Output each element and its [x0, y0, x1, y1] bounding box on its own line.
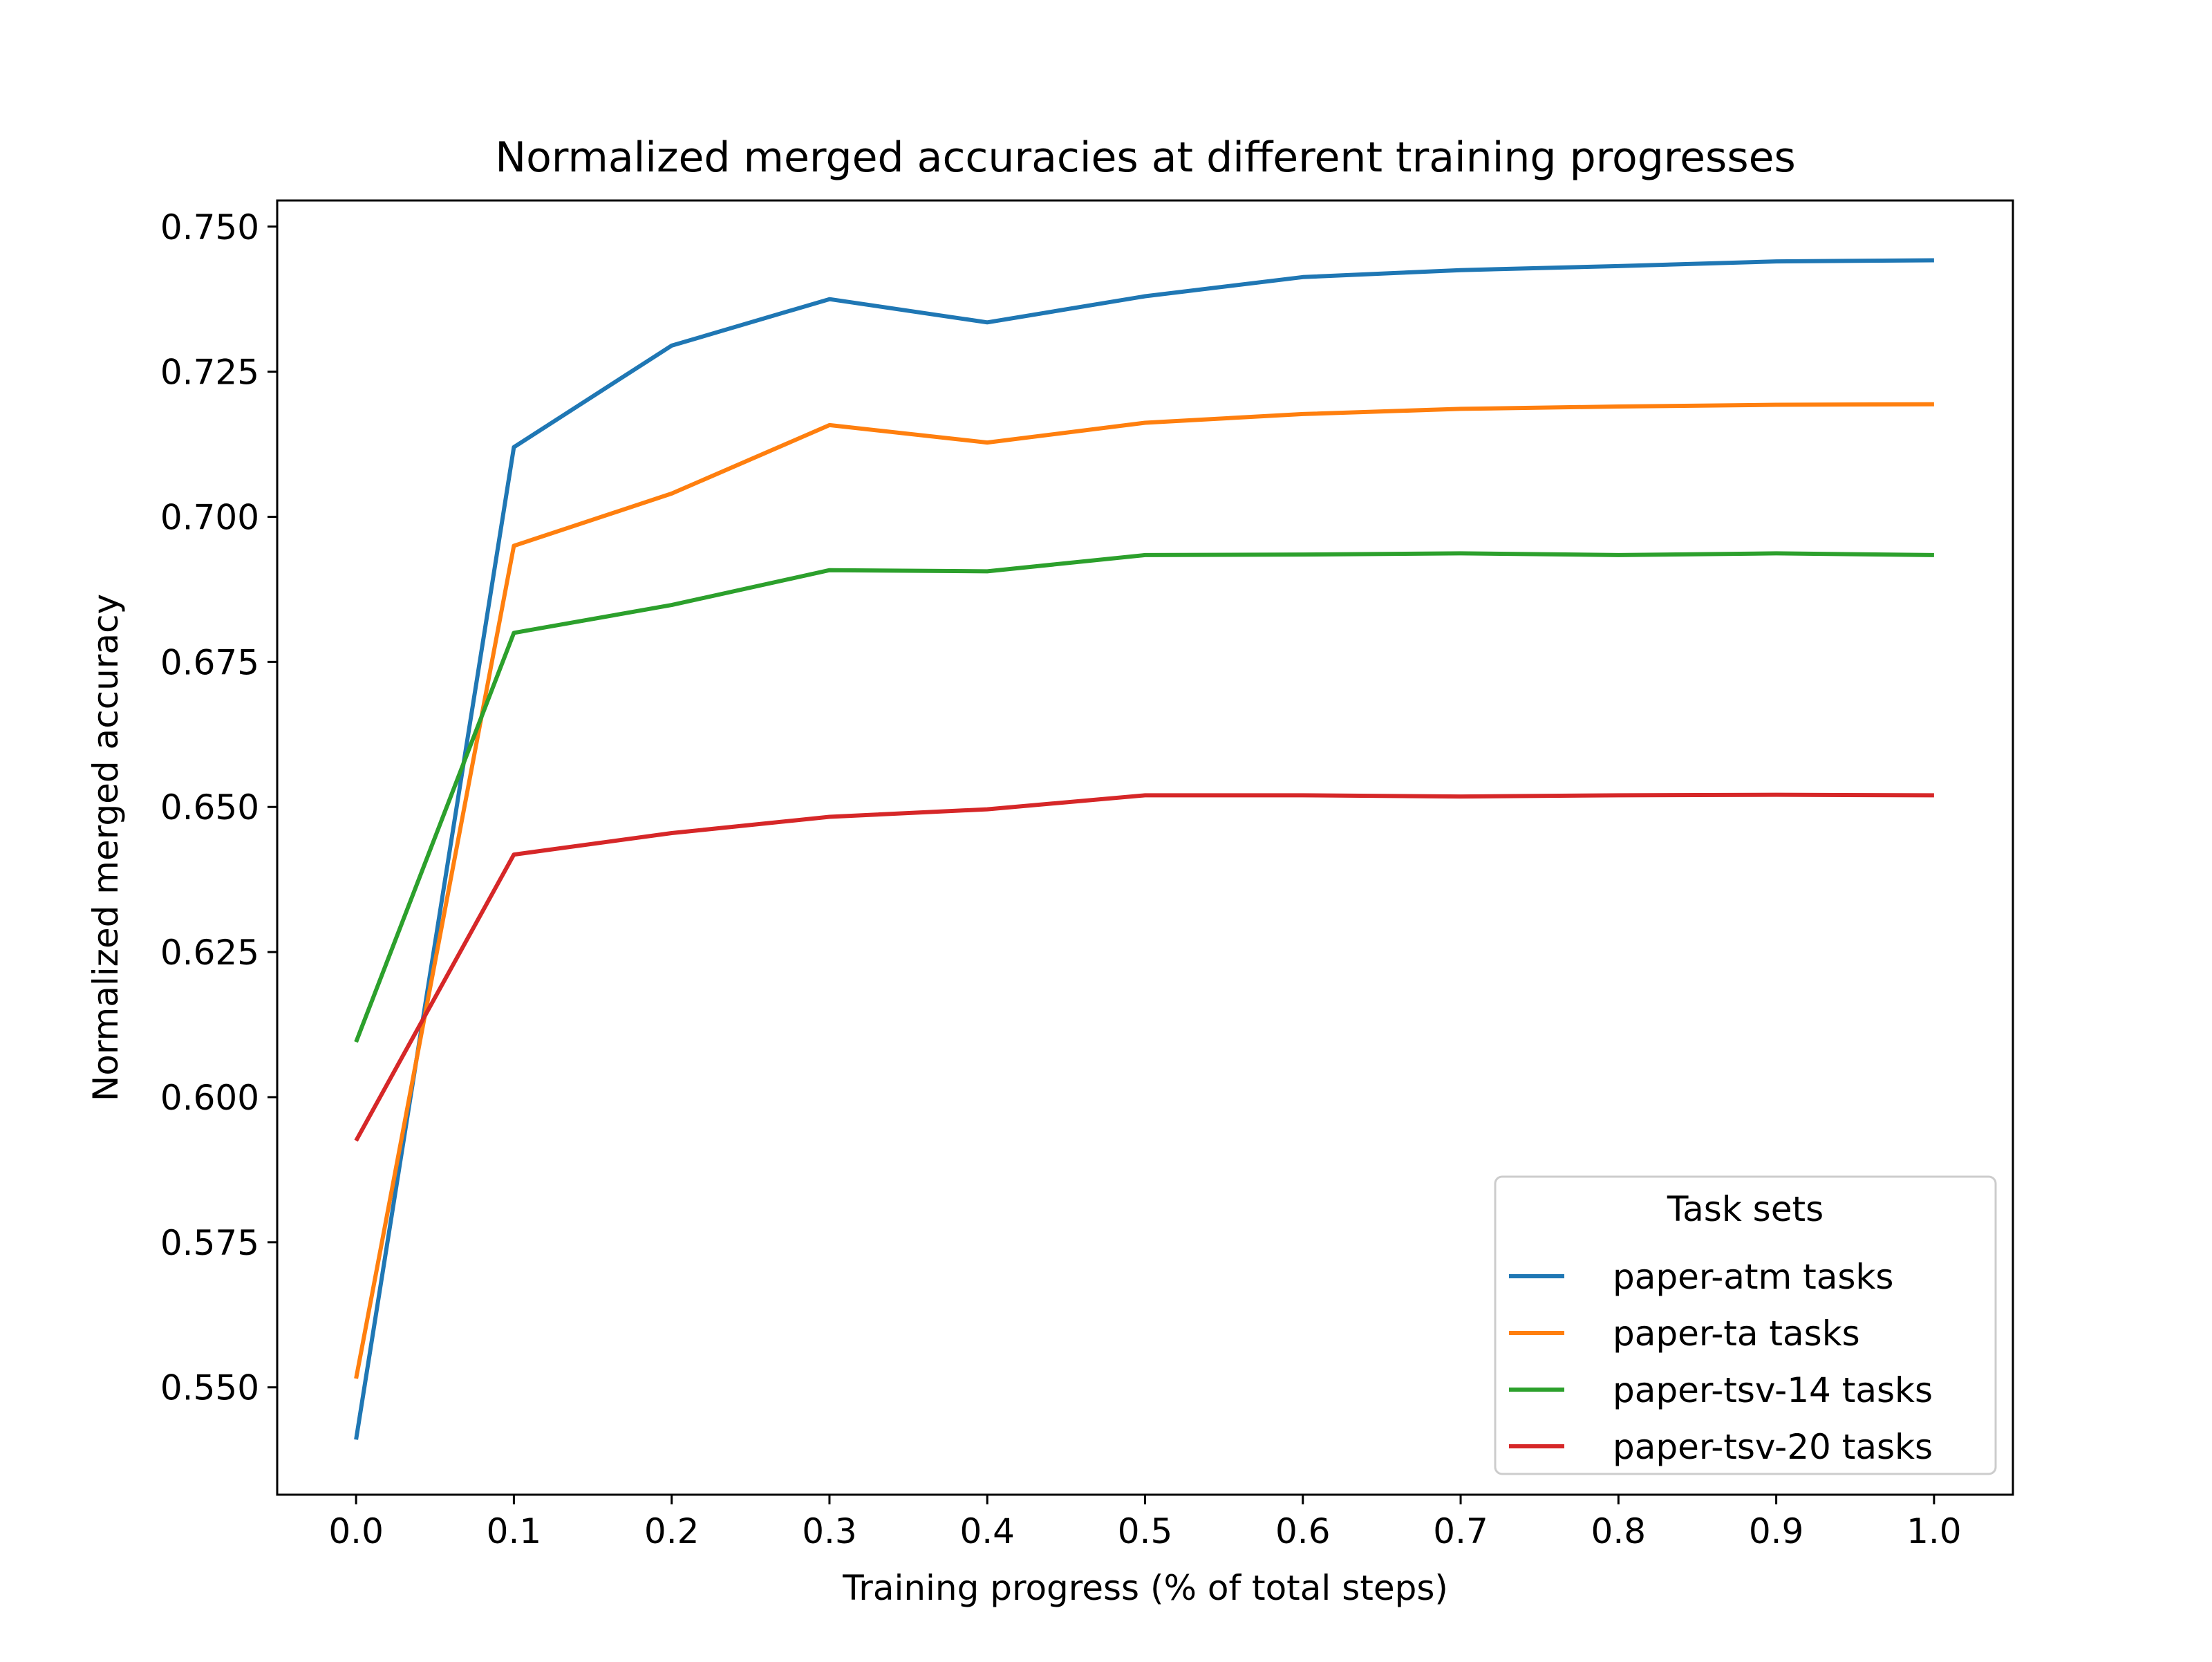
y-tick-label: 0.625 [160, 933, 259, 973]
series-line-4 [354, 792, 1934, 1142]
y-tick-label: 0.675 [160, 642, 259, 682]
legend: Task sets paper-atm tasks paper-ta tasks p… [1494, 1175, 1997, 1475]
x-tick-label: 0.7 [1433, 1511, 1488, 1551]
legend-box [1494, 1175, 1997, 1475]
legend-entry-label: paper-ta tasks [1613, 1314, 1860, 1354]
x-tick-label: 0.1 [487, 1511, 542, 1551]
chart-title: Normalized merged accuracies at differen… [495, 133, 1796, 182]
y-tick-label: 0.700 [160, 498, 259, 538]
legend-entry-label: paper-atm tasks [1613, 1257, 1893, 1297]
x-tick-label: 0.8 [1591, 1511, 1647, 1551]
x-tick-label: 0.3 [802, 1511, 857, 1551]
legend-entry-label: paper-tsv-14 tasks [1613, 1370, 1933, 1410]
x-axis-label: Training progress (% of total steps) [842, 1568, 1448, 1608]
legend-title: Task sets [1667, 1189, 1824, 1229]
series-line-3 [354, 551, 1934, 1043]
y-tick-label: 0.600 [160, 1078, 259, 1118]
y-tick-label: 0.725 [160, 353, 259, 393]
y-tick-label: 0.650 [160, 787, 259, 828]
series-line-1 [354, 258, 1934, 1440]
y-axis-label: Normalized merged accuracy [86, 594, 126, 1101]
y-tick-label: 0.575 [160, 1223, 259, 1263]
x-tick-label: 0.5 [1118, 1511, 1173, 1551]
x-tick-label: 0.4 [959, 1511, 1015, 1551]
x-tick-label: 0.9 [1749, 1511, 1804, 1551]
y-axis: 0.550 0.575 0.600 0.625 0.650 0.675 0.700 0.725… [160, 207, 277, 1408]
x-axis: 0.0 0.1 0.2 0.3 0.4 0.5 0.6 0.7 0.8 0.9 1.0 [328, 1495, 1962, 1551]
y-tick-label: 0.550 [160, 1368, 259, 1408]
x-tick-label: 0.6 [1275, 1511, 1331, 1551]
series-line-2 [354, 402, 1934, 1379]
x-tick-label: 0.2 [644, 1511, 700, 1551]
plot-area [354, 258, 1934, 1440]
y-tick-label: 0.750 [160, 207, 259, 248]
x-tick-label: 0.0 [328, 1511, 384, 1551]
x-tick-label: 1.0 [1906, 1511, 1962, 1551]
legend-entry-label: paper-tsv-20 tasks [1613, 1427, 1933, 1467]
